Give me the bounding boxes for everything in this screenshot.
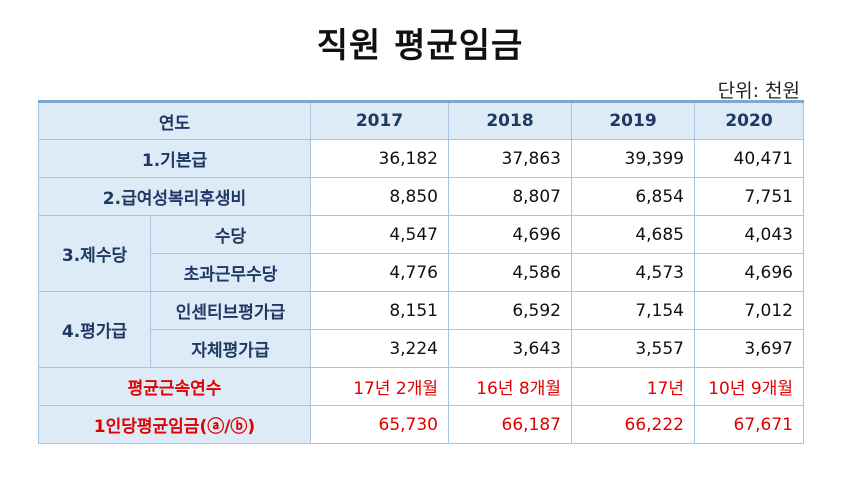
- table-cell: 39,399: [571, 139, 695, 178]
- table-cell: 8,151: [310, 291, 449, 330]
- table-cell: 10년 9개월: [694, 367, 804, 406]
- table-row: 3.제수당 수당 4,547 4,696 4,685 4,043: [38, 215, 804, 292]
- year-2020: 2020: [694, 100, 804, 140]
- row-label-welfare: 2.급여성복리후생비: [38, 177, 311, 216]
- row-label-self-evaluation: 자체평가급: [150, 329, 311, 368]
- table-cell: 17년: [571, 367, 695, 406]
- table-cell: 16년 8개월: [448, 367, 572, 406]
- table-row: 자체평가급 3,224 3,643 3,557 3,697: [39, 329, 804, 368]
- group-label-performance: 4.평가급: [38, 291, 151, 368]
- table-cell: 7,751: [694, 177, 804, 216]
- row-label-basic: 1.기본급: [38, 139, 311, 178]
- table-row: 4.평가급 인센티브평가급 8,151 6,592 7,154 7,012: [38, 291, 804, 368]
- row-label-tenure: 평균근속연수: [38, 367, 311, 406]
- table-cell: 4,586: [448, 253, 572, 292]
- row-label-incentive: 인센티브평가급: [150, 291, 311, 330]
- group-label-allowance: 3.제수당: [38, 215, 151, 292]
- table-cell: 3,697: [694, 329, 804, 368]
- table-cell: 4,696: [448, 215, 572, 254]
- table-row: 1.기본급 36,182 37,863 39,399 40,471: [38, 139, 804, 178]
- table-cell: 65,730: [310, 405, 449, 444]
- table-row: 2.급여성복리후생비 8,850 8,807 6,854 7,751: [38, 177, 804, 216]
- row-label-average-wage: 1인당평균임금(ⓐ/ⓑ): [38, 405, 311, 444]
- table-cell: 17년 2개월: [310, 367, 449, 406]
- table-row: 1인당평균임금(ⓐ/ⓑ) 65,730 66,187 66,222 67,671: [38, 405, 804, 444]
- table-cell: 4,685: [571, 215, 695, 254]
- table-cell: 37,863: [448, 139, 572, 178]
- year-2018: 2018: [448, 100, 572, 140]
- table-cell: 6,592: [448, 291, 572, 330]
- table-cell: 67,671: [694, 405, 804, 444]
- unit-label: 단위: 천원: [717, 80, 800, 102]
- table-cell: 3,643: [448, 329, 572, 368]
- table-row: 초과근무수당 4,776 4,586 4,573 4,696: [39, 253, 804, 292]
- header-row: 연도 2017 2018 2019 2020: [38, 100, 804, 140]
- table-cell: 6,854: [571, 177, 695, 216]
- year-2019: 2019: [571, 100, 695, 140]
- table-cell: 8,850: [310, 177, 449, 216]
- table-cell: 4,547: [310, 215, 449, 254]
- table-cell: 7,154: [571, 291, 695, 330]
- table-cell: 8,807: [448, 177, 572, 216]
- table-cell: 66,187: [448, 405, 572, 444]
- table-cell: 4,043: [694, 215, 804, 254]
- table-row: 평균근속연수 17년 2개월 16년 8개월 17년 10년 9개월: [38, 367, 804, 406]
- table-cell: 4,776: [310, 253, 449, 292]
- table-cell: 40,471: [694, 139, 804, 178]
- row-label-overtime: 초과근무수당: [150, 253, 311, 292]
- table-cell: 4,696: [694, 253, 804, 292]
- page-title: 직원 평균임금: [316, 26, 524, 66]
- year-header-label: 연도: [38, 100, 311, 140]
- table-cell: 4,573: [571, 253, 695, 292]
- row-label-allowance: 수당: [150, 215, 311, 254]
- table-cell: 66,222: [571, 405, 695, 444]
- year-2017: 2017: [310, 100, 449, 140]
- salary-table: 연도 2017 2018 2019 2020 1.기본급 36,182 37,8…: [38, 100, 804, 444]
- table-cell: 3,557: [571, 329, 695, 368]
- table-cell: 7,012: [694, 291, 804, 330]
- table-cell: 36,182: [310, 139, 449, 178]
- table-cell: 3,224: [310, 329, 449, 368]
